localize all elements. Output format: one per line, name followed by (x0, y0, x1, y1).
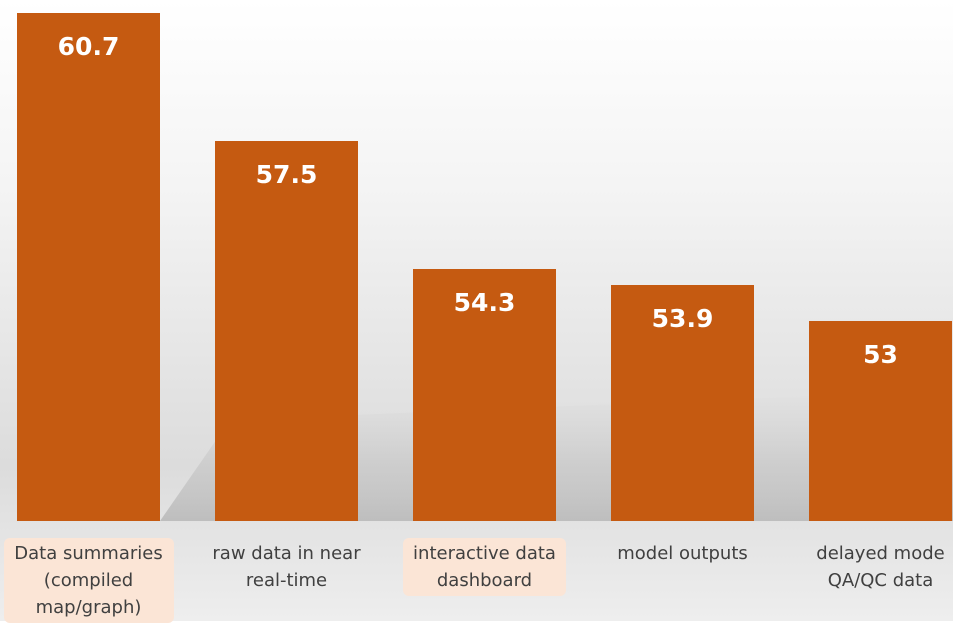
value-label: 57.5 (256, 160, 318, 189)
bar (215, 141, 358, 521)
category-label: interactive data dashboard (403, 538, 566, 596)
value-label: 54.3 (454, 288, 516, 317)
value-label: 53.9 (652, 304, 714, 333)
value-label: 53 (863, 340, 898, 369)
category-label: raw data in near real-time (202, 538, 372, 596)
value-label: 60.7 (58, 32, 120, 61)
category-label: Data summaries (compiled map/graph) (4, 538, 174, 623)
category-label: delayed mode QA/QC data (796, 538, 953, 596)
category-label: model outputs (598, 538, 768, 569)
bar (17, 13, 160, 521)
